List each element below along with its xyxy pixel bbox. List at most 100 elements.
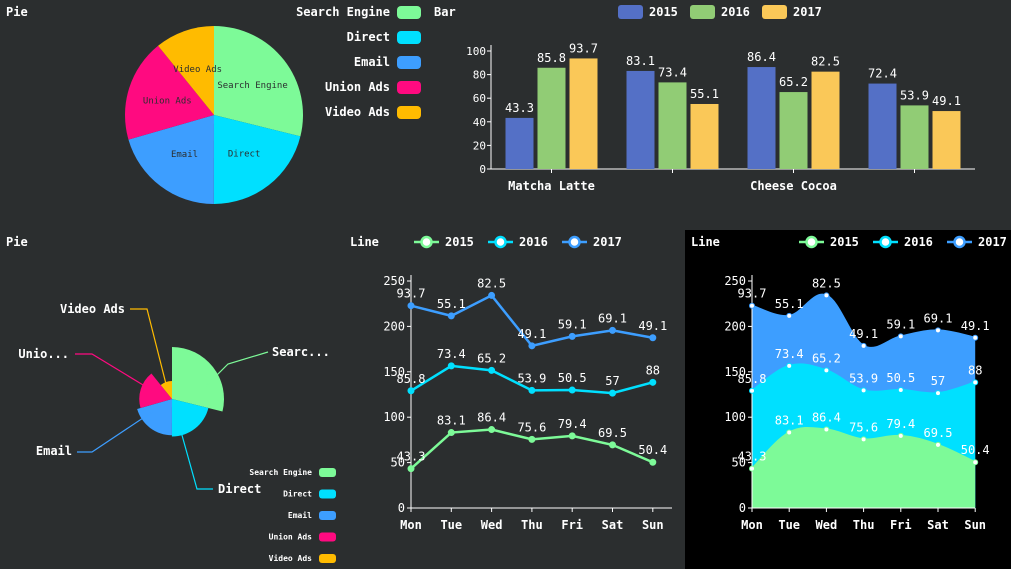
pie-1-legend-swatch: [397, 81, 421, 94]
bar-value-label: 65.2: [779, 75, 808, 89]
rose-slice-video-ads: [160, 381, 172, 399]
rose-leader-line: [179, 427, 213, 490]
bar-legend[interactable]: 2015 2016 2017: [618, 5, 822, 19]
line-value-label: 50.4: [638, 443, 667, 457]
bar-2016-walnut-brownie: [900, 105, 929, 169]
bar-value-label: 49.1: [932, 94, 961, 108]
area-value-label: 43.3: [738, 450, 767, 464]
rose-outer-label: Unio...: [18, 347, 69, 361]
area-point-2016: [972, 379, 979, 386]
area-legend-marker: [953, 235, 966, 249]
bar-value-label: 83.1: [626, 54, 655, 68]
line-x-tick-label: Thu: [521, 518, 543, 532]
line-point-2016: [609, 389, 616, 397]
line-value-label: 57: [605, 374, 619, 388]
area-point-2017: [823, 292, 830, 299]
area-point-2017: [786, 312, 793, 319]
line-y-tick-label: 100: [383, 410, 405, 424]
bar-value-label: 82.5: [811, 55, 840, 69]
bar-2015-milk-tea: [626, 70, 655, 169]
area-legend-label: 2017: [978, 235, 1007, 249]
line-point-2017: [649, 334, 657, 342]
line-y-tick-label: 200: [383, 319, 405, 333]
line-x-tick-label: Fri: [561, 518, 583, 532]
area-marks: 43.3 83.1 86.4 75.6 79.4 69.5 50.4 85.8 73.4 65.2…: [738, 276, 990, 472]
area-legend-marker: [879, 235, 892, 249]
bar-value-label: 55.1: [690, 87, 719, 101]
bar-value-label: 93.7: [569, 41, 598, 55]
bar-2016-cheese-cocoa: [779, 92, 808, 169]
line-x-tick-label: Mon: [400, 518, 422, 532]
bar-value-label: 53.9: [900, 88, 929, 102]
area-point-2015: [823, 426, 830, 433]
area-x-tick-label: Tue: [778, 518, 800, 532]
area-point-2016: [823, 367, 830, 374]
line-point-2015: [407, 465, 415, 473]
area-y-tick-label: 150: [724, 365, 746, 379]
bar-y-tick-label: 0: [479, 163, 486, 176]
line-value-label: 93.7: [397, 287, 426, 301]
line-value-label: 49.1: [517, 327, 546, 341]
area-value-label: 73.4: [775, 347, 804, 361]
line-value-label: 79.4: [558, 417, 587, 431]
pie-slice-video-ads: [158, 26, 214, 115]
line-x-tick-label: Sun: [642, 518, 664, 532]
area-chart: Line 2015 2016 2017 0 50 100 150 200 250 Mon Tue W…: [691, 235, 1007, 532]
area-value-label: 75.6: [849, 420, 878, 434]
area-x-tick-label: Thu: [853, 518, 875, 532]
bar-2015-matcha-latte: [505, 117, 534, 169]
area-value-label: 88: [968, 363, 982, 377]
rose-legend-label: Video Ads: [269, 553, 313, 563]
rose-labels: Searc... Direct Email Unio... Video Ads: [18, 302, 329, 496]
area-legend[interactable]: 2015 2016 2017: [799, 235, 1007, 249]
area-point-2015: [786, 429, 793, 436]
line-title: Line: [350, 235, 379, 249]
area-point-2017: [972, 334, 979, 341]
pie-slice-label: Search Engine: [217, 81, 287, 91]
pie-slice-email: [128, 115, 214, 204]
bar-chart: Bar 2015 2016 2017 0 20 40 60 80 100 Matcha Latt…: [434, 5, 975, 193]
bar-marks: 43.3 83.1 86.4 72.4 85.8 73.4 65.2 53.9 93.7 55.1…: [505, 41, 961, 169]
line-value-label: 50.5: [558, 371, 587, 385]
line-x-tick-label: Tue: [440, 518, 462, 532]
bar-2015-cheese-cocoa: [747, 67, 776, 169]
area-y-tick-label: 200: [724, 319, 746, 333]
pie-slice-search-engine: [214, 26, 303, 137]
pie-slice-direct: [213, 115, 301, 204]
pie-1-legend-swatch: [397, 6, 421, 19]
line-legend[interactable]: 2015 2016 2017: [414, 235, 622, 249]
bar-legend-swatch: [762, 5, 787, 19]
line-value-label: 86.4: [477, 411, 506, 425]
area-value-label: 55.1: [775, 297, 804, 311]
area-fill-2015: [752, 427, 976, 508]
area-point-2016: [786, 362, 793, 369]
rose-slice-direct: [171, 399, 209, 437]
line-chart: Line 2015 2016 2017 0 50 100 150 200 250 Mon Tue W…: [350, 235, 672, 532]
pie-1-legend-swatch: [397, 56, 421, 69]
pie-1-legend-label: Union Ads: [325, 80, 390, 94]
area-value-label: 53.9: [849, 371, 878, 385]
line-point-2015: [488, 426, 496, 434]
bar-2017-matcha-latte: [569, 58, 598, 169]
area-point-2017: [935, 327, 941, 334]
line-value-label: 55.1: [437, 297, 466, 311]
line-value-label: 59.1: [558, 317, 587, 331]
rose-outer-label: Video Ads: [60, 302, 125, 316]
line-point-2015: [609, 441, 616, 449]
rose-legend[interactable]: Search Engine Direct Email Union Ads Video A…: [249, 467, 336, 563]
rose-leader-line: [130, 308, 167, 385]
area-value-label: 82.5: [812, 276, 841, 290]
area-point-2016: [860, 387, 867, 394]
rose-legend-label: Union Ads: [269, 532, 313, 542]
bar-2016-milk-tea: [658, 82, 687, 169]
pie-1-legend[interactable]: Search Engine Direct Email Union Ads Video A…: [296, 5, 421, 119]
line-legend-marker: [568, 235, 581, 249]
line-x-tick-label: Wed: [481, 518, 503, 532]
line-point-2015: [649, 458, 657, 466]
pie-1-slices: Search Engine Direct Email Union Ads Video A…: [124, 26, 303, 204]
pie-1-legend-label: Video Ads: [325, 105, 390, 119]
area-point-2017: [897, 333, 904, 340]
bar-value-label: 72.4: [868, 67, 897, 81]
area-value-label: 69.1: [924, 311, 953, 325]
line-legend-label: 2016: [519, 235, 548, 249]
